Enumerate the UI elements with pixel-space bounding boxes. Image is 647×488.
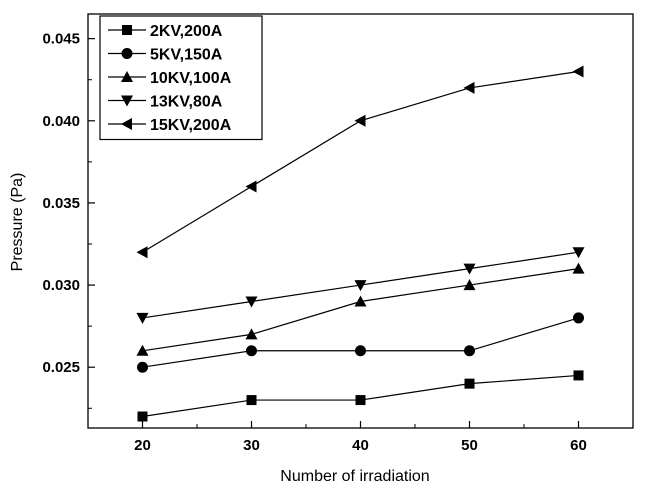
data-point (246, 395, 257, 406)
series-line (142, 317, 579, 368)
data-point (136, 246, 148, 259)
data-point (572, 65, 584, 78)
series-group (136, 65, 585, 422)
data-point (572, 247, 585, 259)
y-tick-label: 0.030 (42, 277, 80, 294)
data-point (354, 114, 366, 127)
series-4 (136, 65, 584, 259)
y-tick-label: 0.035 (42, 195, 80, 212)
data-point (355, 395, 366, 406)
y-axis-title: Pressure (Pa) (9, 173, 26, 272)
data-point (246, 345, 257, 357)
data-point (464, 345, 475, 357)
legend-entry: 5KV,150A (108, 47, 223, 64)
legend-entry: 15KV,200A (108, 117, 232, 134)
legend-label: 15KV,200A (150, 117, 232, 134)
series-1 (137, 312, 584, 373)
data-point (463, 81, 475, 94)
legend-entry: 10KV,100A (108, 70, 232, 87)
data-point (136, 312, 149, 324)
series-2 (136, 262, 585, 356)
data-point (137, 361, 148, 373)
data-point (463, 279, 476, 291)
legend-marker (121, 95, 133, 107)
data-point (464, 378, 475, 389)
y-tick-label: 0.040 (42, 113, 80, 130)
data-point (573, 312, 584, 324)
y-tick-label: 0.025 (42, 359, 80, 376)
data-point (355, 345, 366, 357)
data-point (354, 295, 367, 307)
data-point (573, 370, 584, 381)
legend-marker (122, 25, 132, 35)
legend-label: 5KV,150A (150, 47, 223, 64)
series-3 (136, 247, 585, 324)
data-point (245, 180, 257, 193)
x-tick-label: 20 (134, 437, 151, 454)
x-tick-label: 60 (570, 437, 587, 454)
legend-entry: 13KV,80A (108, 94, 223, 111)
axis-ticks: 20 30 40 50 60 0.025 0.030 0.035 0.040 0.045 (42, 31, 586, 454)
data-point (572, 262, 585, 274)
legend: 2KV,200A 5KV,150A 10KV,100A 13KV,80A 15KV,20… (99, 15, 263, 141)
data-point (245, 328, 258, 340)
x-tick-label: 30 (243, 437, 260, 454)
legend-label: 10KV,100A (150, 70, 232, 87)
data-point (136, 344, 149, 356)
data-point (463, 263, 476, 275)
series-0 (137, 370, 584, 422)
data-point (354, 280, 367, 292)
x-tick-label: 50 (461, 437, 478, 454)
x-axis-title: Number of irradiation (280, 468, 429, 485)
legend-marker (121, 118, 132, 130)
y-tick-label: 0.045 (42, 31, 80, 48)
legend-box (99, 15, 263, 141)
legend-marker (121, 71, 133, 82)
x-tick-label: 40 (352, 437, 369, 454)
data-point (137, 411, 148, 422)
legend-label: 2KV,200A (150, 23, 223, 40)
legend-entry: 2KV,200A (108, 23, 223, 40)
legend-marker (121, 48, 133, 59)
data-point (245, 296, 258, 308)
legend-label: 13KV,80A (150, 94, 223, 111)
